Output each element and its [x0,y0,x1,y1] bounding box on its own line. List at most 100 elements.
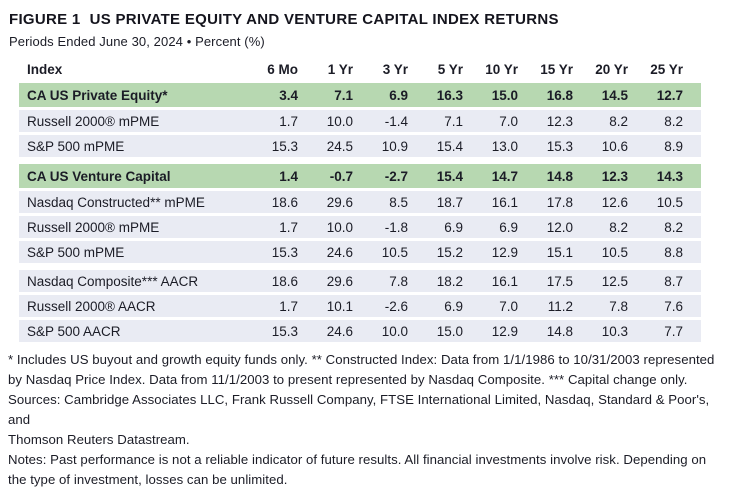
row-value: -1.8 [384,219,408,235]
row-value: 18.2 [436,273,463,289]
footnote-line: Notes: Past performance is not a reliabl… [8,452,707,467]
row-value: 29.6 [326,273,353,289]
figure-title-text: US PRIVATE EQUITY AND VENTURE CAPITAL IN… [89,11,559,28]
row-value: 7.8 [609,298,628,314]
column-header-period: 20 Yr [595,61,628,77]
row-value: 6.9 [499,219,518,235]
row-value: 7.1 [334,87,353,103]
row-value: 12.5 [601,273,628,289]
row-value: 8.7 [664,273,683,289]
row-index-label: Nasdaq Constructed** mPME [27,194,205,210]
row-value: 8.2 [609,219,628,235]
row-value: 8.2 [609,113,628,129]
row-value: 10.5 [601,244,628,260]
row-value: -1.4 [384,113,408,129]
row-index-label: S&P 500 AACR [27,323,121,339]
column-header-index: Index [27,61,63,77]
row-value: 10.0 [326,113,353,129]
row-value: 10.1 [326,298,353,314]
row-value: 24.6 [326,323,353,339]
row-index-label: Russell 2000® mPME [27,113,160,129]
row-value: -2.6 [384,298,408,314]
row-index-label: Russell 2000® AACR [27,298,156,314]
row-value: 8.5 [389,194,408,210]
row-value: 29.6 [326,194,353,210]
row-value: 6.9 [444,298,463,314]
row-value: 15.3 [271,323,298,339]
row-value: 24.6 [326,244,353,260]
row-value: 10.5 [656,194,683,210]
table-row: S&P 500 mPME 15.3 24.5 10.9 15.4 13.0 15.3 10.6… [19,135,701,157]
table-row: Russell 2000® mPME 1.7 10.0 -1.8 6.9 6.9 12.0 8… [19,216,701,238]
row-value: 7.7 [664,323,683,339]
row-value: 15.4 [436,168,463,184]
footnote-line: by Nasdaq Price Index. Data from 11/1/20… [8,372,688,387]
figure-subtitle: Periods Ended June 30, 2024 • Percent (%… [9,34,265,49]
row-value: 12.0 [546,219,573,235]
row-value: 17.8 [546,194,573,210]
row-value: 15.3 [546,138,573,154]
table-row: CA US Venture Capital 1.4 -0.7 -2.7 15.4 14.7… [19,164,701,188]
column-header-period: 6 Mo [267,61,298,77]
footnote-line: the type of investment, losses can be un… [8,472,288,487]
row-value: 24.5 [326,138,353,154]
row-value: 15.3 [271,244,298,260]
row-index-label: CA US Private Equity* [27,87,168,103]
row-value: 7.0 [499,298,518,314]
table-row: CA US Private Equity* 3.4 7.1 6.9 16.3 15.0 16… [19,83,701,107]
row-value: 8.8 [664,244,683,260]
row-index-label: CA US Venture Capital [27,168,171,184]
row-value: 1.7 [279,298,298,314]
figure-number-label: FIGURE 1 [9,11,81,28]
table-header-row: Index 6 Mo 1 Yr 3 Yr 5 Yr 10 Yr 15 Yr 20 Yr 25 Y… [19,58,701,80]
table-row: Russell 2000® AACR 1.7 10.1 -2.6 6.9 7.0 11.2 7… [19,295,701,317]
row-value: 8.2 [664,113,683,129]
column-header-period: 5 Yr [437,61,463,77]
footnotes: * Includes US buyout and growth equity f… [8,350,730,490]
table-row: Nasdaq Constructed** mPME 18.6 29.6 8.5 18.7… [19,191,701,213]
row-value: 3.4 [279,87,298,103]
table-row: Nasdaq Composite*** AACR 18.6 29.6 7.8 18.2 1… [19,270,701,292]
column-header-period: 25 Yr [650,61,683,77]
row-value: 7.6 [664,298,683,314]
row-index-label: S&P 500 mPME [27,244,125,260]
column-header-period: 1 Yr [327,61,353,77]
row-value: 1.7 [279,219,298,235]
row-value: 14.5 [601,87,628,103]
row-value: 15.4 [436,138,463,154]
row-value: 12.3 [546,113,573,129]
table-row: S&P 500 mPME 15.3 24.6 10.5 15.2 12.9 15.1 10.5… [19,241,701,263]
row-value: 17.5 [546,273,573,289]
footnote-line: * Includes US buyout and growth equity f… [8,352,715,367]
column-header-period: 10 Yr [485,61,518,77]
row-value: 18.6 [271,273,298,289]
row-value: 13.0 [491,138,518,154]
row-value: -0.7 [329,168,353,184]
row-value: 15.0 [436,323,463,339]
row-value: 12.6 [601,194,628,210]
row-value: 1.7 [279,113,298,129]
row-value: 12.3 [601,168,628,184]
column-header-period: 3 Yr [382,61,408,77]
row-value: 10.9 [381,138,408,154]
column-header-period: 15 Yr [540,61,573,77]
row-value: 15.3 [271,138,298,154]
row-value: 7.0 [499,113,518,129]
row-value: 12.7 [656,87,683,103]
row-value: 8.2 [664,219,683,235]
row-index-label: S&P 500 mPME [27,138,125,154]
row-index-label: Nasdaq Composite*** AACR [27,273,199,289]
row-value: 15.1 [546,244,573,260]
row-value: 10.3 [601,323,628,339]
row-value: 14.8 [546,168,573,184]
row-value: 11.2 [547,298,573,314]
row-value: 14.7 [491,168,518,184]
row-value: 14.8 [546,323,573,339]
row-value: 10.0 [326,219,353,235]
footnote-line: Sources: Cambridge Associates LLC, Frank… [8,392,710,427]
row-value: 15.0 [491,87,518,103]
row-value: 16.8 [546,87,573,103]
row-value: 10.5 [381,244,408,260]
footnote-line: Thomson Reuters Datastream. [8,432,190,447]
